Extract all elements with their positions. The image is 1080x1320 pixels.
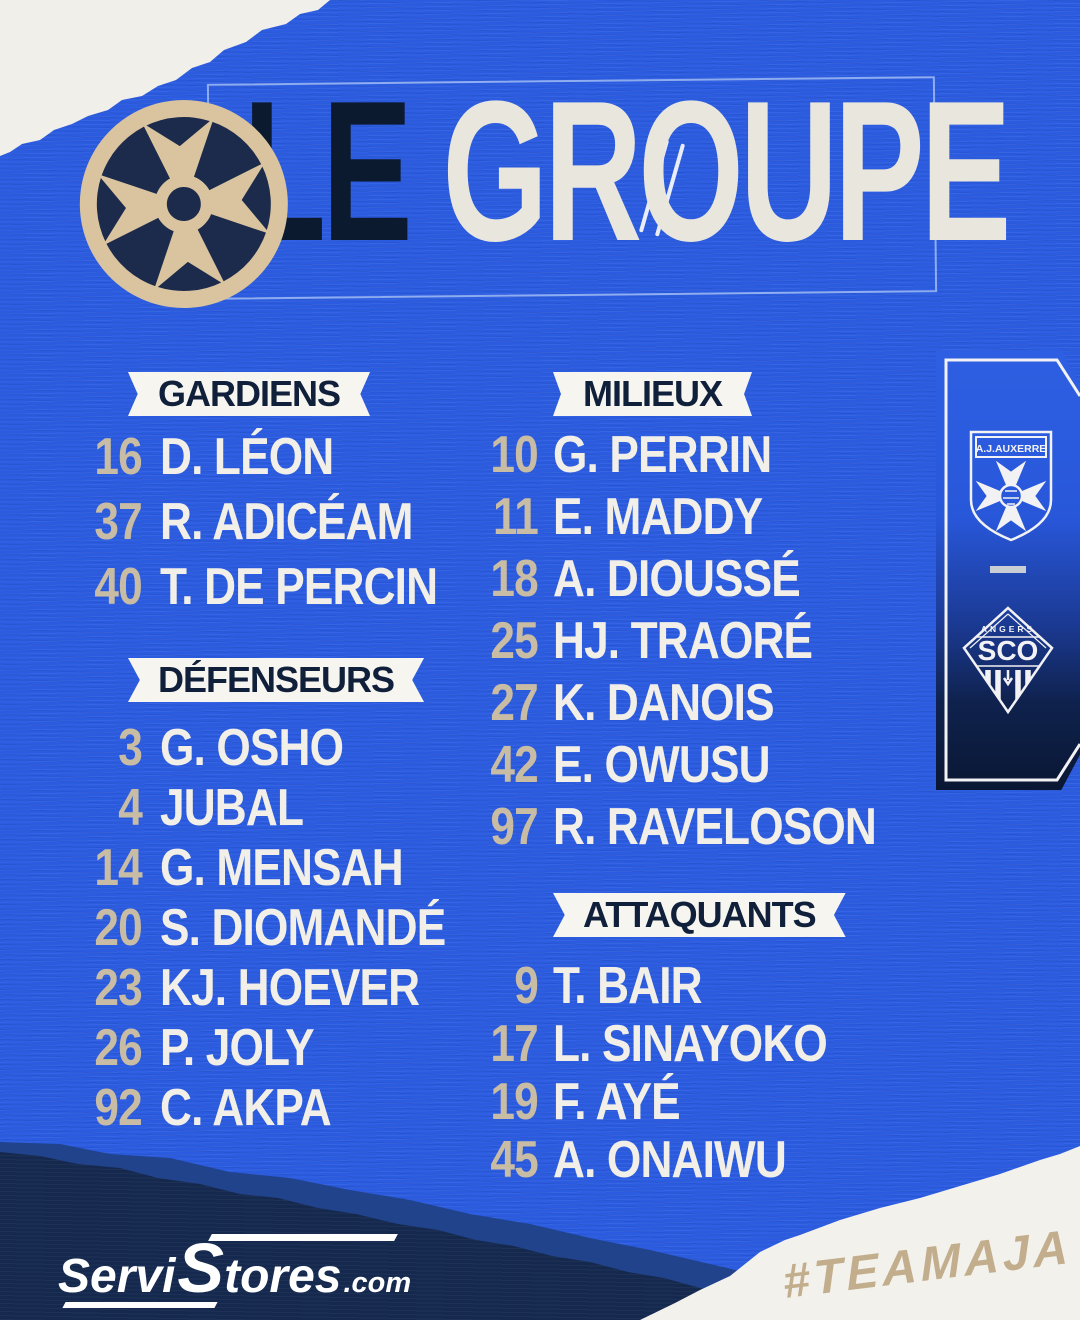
player-row: 11 E. MADDY (398, 486, 958, 548)
player-number: 17 (490, 1015, 539, 1073)
player-row: 25 HJ. TRAORÉ (398, 610, 958, 672)
player-number: 97 (490, 798, 539, 856)
player-name: K. DANOIS (553, 674, 775, 732)
player-number: 27 (490, 674, 539, 732)
roster-column-left: GARDIENS 16 D. LÉON 37 R. ADICÉAM 40 (0, 372, 480, 1138)
player-number: 10 (490, 426, 539, 484)
roster-column-right: MILIEUX 10 G. PERRIN 11 E. MADDY 18 (398, 372, 958, 1189)
player-row: 14 G. MENSAH (0, 838, 480, 898)
player-name: HJ. TRAORÉ (553, 612, 813, 670)
player-name: R. ADICÉAM (160, 492, 413, 551)
auxerre-badge-label: A.J.AUXERRE (976, 443, 1047, 455)
player-number: 23 (94, 959, 143, 1017)
player-name: T. DE PERCIN (160, 557, 438, 616)
section-attaquants: ATTAQUANTS 9 T. BAIR 17 L. SINAYOKO 19 (398, 893, 958, 1189)
player-row: 10 G. PERRIN (398, 424, 958, 486)
section-gardiens: GARDIENS 16 D. LÉON 37 R. ADICÉAM 40 (0, 372, 480, 619)
card-frame (944, 358, 1080, 782)
player-row: 40 T. DE PERCIN (0, 554, 480, 619)
sco-badge-city: ANGERS (981, 624, 1035, 634)
player-name: G. OSHO (160, 719, 344, 777)
player-row: 37 R. ADICÉAM (0, 489, 480, 554)
auxerre-badge-icon: A.J.AUXERRE (967, 428, 1055, 549)
section-defenseurs: DÉFENSEURS 3 G. OSHO 4 JUBAL 14 (0, 658, 480, 1138)
angers-sco-badge-icon: ANGERS SCO (962, 606, 1054, 719)
player-row: 27 K. DANOIS (398, 672, 958, 734)
player-list: 9 T. BAIR 17 L. SINAYOKO 19 F. AYÉ (398, 956, 958, 1189)
player-list: 16 D. LÉON 37 R. ADICÉAM 40 T. DE PERCIN (0, 424, 480, 619)
section-header-attaquants: ATTAQUANTS (553, 893, 846, 937)
player-name: F. AYÉ (553, 1073, 681, 1131)
player-number: 9 (514, 957, 539, 1015)
sponsor-text-tores: tores (224, 1250, 342, 1303)
player-row: 4 JUBAL (0, 778, 480, 838)
section-header-gardiens: GARDIENS (128, 372, 371, 416)
section-header-milieux: MILIEUX (553, 372, 753, 416)
player-list: 3 G. OSHO 4 JUBAL 14 G. MENSAH 20 (0, 718, 480, 1138)
player-name: T. BAIR (553, 957, 703, 1015)
versus-dash-icon (990, 566, 1026, 573)
player-row: 9 T. BAIR (398, 956, 958, 1015)
player-number: 26 (94, 1019, 143, 1077)
player-number: 37 (94, 492, 143, 551)
player-number: 16 (94, 427, 143, 486)
player-name: L. SINAYOKO (553, 1015, 828, 1073)
sponsor-text-servi: Servi (58, 1250, 176, 1303)
matchup-card: A.J.AUXERRE ANGERS (936, 350, 1080, 790)
sponsor-text-com: .com (343, 1267, 412, 1299)
player-name: A. ONAIWU (553, 1131, 787, 1189)
player-number: 11 (492, 488, 539, 546)
player-row: 97 R. RAVELOSON (398, 796, 958, 858)
title-word-groupe: GROUPE (442, 60, 1011, 283)
player-number: 19 (490, 1073, 539, 1131)
player-name: A. DIOUSSÉ (553, 550, 801, 608)
player-name: G. PERRIN (553, 426, 772, 484)
player-name: G. MENSAH (160, 839, 404, 897)
player-number: 25 (490, 612, 539, 670)
player-number: 4 (118, 779, 143, 837)
player-name: JUBAL (160, 779, 304, 837)
player-row: 92 C. AKPA (0, 1078, 480, 1138)
player-row: 17 L. SINAYOKO (398, 1014, 958, 1073)
player-number: 42 (490, 736, 539, 794)
player-row: 23 KJ. HOEVER (0, 958, 480, 1018)
player-row: 20 S. DIOMANDÉ (0, 898, 480, 958)
sponsor-underline (62, 1302, 218, 1308)
player-number: 40 (94, 557, 143, 616)
player-number: 20 (94, 899, 143, 957)
player-row: 19 F. AYÉ (398, 1072, 958, 1131)
player-name: C. AKPA (160, 1079, 332, 1137)
section-header-defenseurs: DÉFENSEURS (128, 658, 425, 702)
sponsor-text-big-s: S (177, 1229, 225, 1307)
aja-cross-logo-icon (71, 91, 298, 322)
player-name: KJ. HOEVER (160, 959, 420, 1017)
player-name: S. DIOMANDÉ (160, 899, 446, 957)
player-list: 10 G. PERRIN 11 E. MADDY 18 A. DIOUSSÉ (398, 424, 958, 858)
player-row: 18 A. DIOUSSÉ (398, 548, 958, 610)
player-row: 26 P. JOLY (0, 1018, 480, 1078)
player-name: R. RAVELOSON (553, 798, 877, 856)
player-name: E. OWUSU (553, 736, 771, 794)
sco-badge-label: SCO (978, 635, 1039, 666)
player-number: 18 (490, 550, 539, 608)
player-number: 14 (94, 839, 143, 897)
player-name: E. MADDY (553, 488, 763, 546)
player-row: 16 D. LÉON (0, 424, 480, 489)
sponsor-overline (208, 1234, 398, 1241)
section-milieux: MILIEUX 10 G. PERRIN 11 E. MADDY 18 (398, 372, 958, 858)
player-row: 42 E. OWUSU (398, 734, 958, 796)
player-row: 45 A. ONAIWU (398, 1130, 958, 1189)
player-number: 3 (118, 719, 143, 777)
page-title: LE GROUPE (243, 72, 1011, 272)
player-number: 92 (94, 1079, 143, 1137)
player-row: 3 G. OSHO (0, 718, 480, 778)
player-number: 45 (490, 1131, 539, 1189)
player-name: D. LÉON (160, 427, 334, 486)
player-name: P. JOLY (160, 1019, 315, 1077)
